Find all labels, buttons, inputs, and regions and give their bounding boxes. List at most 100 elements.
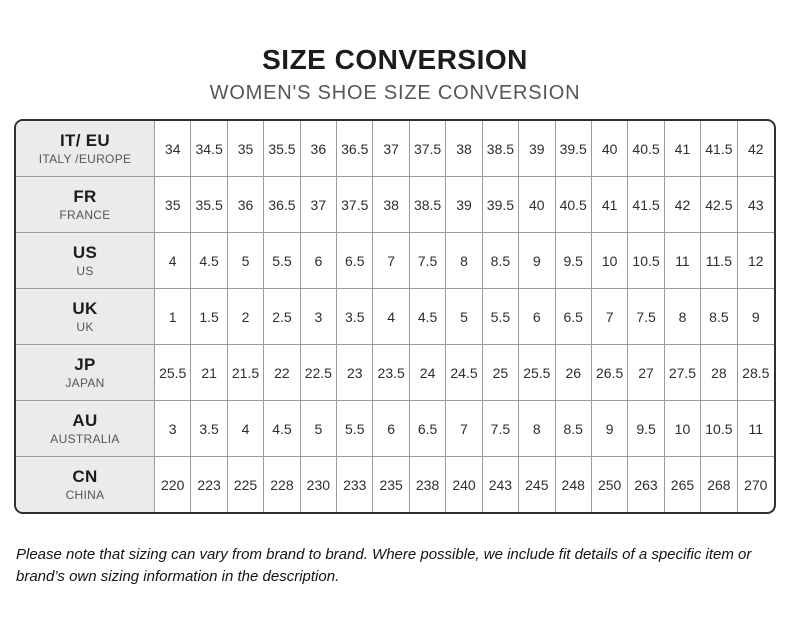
size-cell: 22 (264, 345, 301, 400)
size-cell: 28.5 (742, 364, 770, 381)
size-cell: 41.5 (701, 121, 738, 176)
size-cell: 233 (337, 457, 374, 512)
size-cell: 10.5 (701, 401, 738, 456)
size-cell: 42 (748, 140, 764, 157)
size-cell: 36 (228, 177, 265, 232)
size-cell: 265 (665, 457, 702, 512)
table-row: US US 4 4.5 5 5.5 6 6.5 7 7.5 8 8.5 9 9.5 10 10.5 11 11.5… (16, 233, 774, 289)
size-cell: 7 (446, 401, 483, 456)
sizing-footnote: Please note that sizing can vary from br… (16, 546, 752, 585)
size-cell: 9.5 (628, 401, 665, 456)
table-row: UK UK 1 1.5 2 2.5 3 3.5 4 4.5 5 5.5 6 6.5 7 7.5 8 8.5 9 (16, 289, 774, 345)
size-cell: 7.5 (483, 401, 520, 456)
size-cell: 4.5 (410, 289, 447, 344)
size-cell: 9.5 (556, 233, 592, 288)
size-cell: 3.5 (191, 401, 228, 456)
size-cell: 9 (751, 308, 760, 325)
size-cell: 4 (373, 289, 410, 344)
table-row: IT/ EU ITALY /EUROPE 34 34.5 35 35.5 36 36.5 37 3… (16, 121, 774, 177)
size-cell: 36 (301, 121, 338, 176)
size-cell: 39 (519, 121, 556, 176)
size-cell: 11.5 (701, 233, 738, 288)
size-cell: 9 (592, 401, 629, 456)
table-row: CN CHINA 220 223 225 228 230 233 235 238 240 243 245… (16, 457, 774, 512)
size-cell: 245 (519, 457, 556, 512)
size-cell: 8 (446, 233, 483, 288)
table-row: JP JAPAN 25.5 21 21.5 22 22.5 23 23.5 24 24.5 25 25.… (16, 345, 774, 401)
size-cell: 27 (628, 345, 665, 400)
size-cell: 223 (191, 457, 228, 512)
size-cell: 38.5 (483, 121, 520, 176)
size-cell: 21.5 (228, 345, 265, 400)
size-cell: 6.5 (337, 233, 374, 288)
size-cell: 8 (665, 289, 702, 344)
size-cell: 228 (264, 457, 301, 512)
size-cell: 42.5 (701, 177, 738, 232)
size-cell: 40.5 (628, 121, 665, 176)
size-cell: 25.5 (155, 345, 192, 400)
size-cell: 40 (519, 177, 556, 232)
size-cell: 25.5 (519, 345, 556, 400)
size-cell: 28 (701, 345, 738, 400)
size-cell: 3 (301, 289, 338, 344)
size-cell: 235 (373, 457, 410, 512)
size-cell: 8 (519, 401, 556, 456)
region-code: JP (74, 355, 96, 375)
region-name: ITALY /EUROPE (38, 151, 132, 166)
size-cell: 41.5 (628, 177, 665, 232)
region-name: US (76, 263, 94, 278)
region-label-cell: IT/ EU ITALY /EUROPE (16, 121, 155, 176)
size-cell: 36.5 (337, 121, 374, 176)
size-cell: 4.5 (264, 401, 301, 456)
region-code: CN (72, 467, 98, 487)
size-cell: 35.5 (264, 121, 301, 176)
size-cell: 225 (228, 457, 265, 512)
region-code: US (72, 243, 98, 263)
size-cell: 38 (373, 177, 410, 232)
size-cell: 36.5 (264, 177, 301, 232)
size-cell: 2.5 (264, 289, 301, 344)
region-label-cell: JP JAPAN (16, 345, 155, 400)
size-cell: 6 (519, 289, 556, 344)
size-cell: 39.5 (556, 121, 592, 176)
size-cell: 37 (301, 177, 338, 232)
size-cell: 40 (592, 121, 629, 176)
size-cell: 6.5 (410, 401, 447, 456)
size-cell: 220 (155, 457, 192, 512)
size-cell: 21 (191, 345, 228, 400)
region-label-cell: FR FRANCE (16, 177, 155, 232)
size-cell: 4 (228, 401, 265, 456)
size-cell: 24 (410, 345, 447, 400)
size-cell: 38.5 (410, 177, 447, 232)
size-cell: 41 (592, 177, 629, 232)
size-cell: 8.5 (701, 289, 738, 344)
size-cell: 248 (556, 457, 592, 512)
size-cell: 1.5 (191, 289, 228, 344)
page-subtitle: WOMEN'S SHOE SIZE CONVERSION (209, 82, 581, 104)
size-cell: 26.5 (592, 345, 629, 400)
region-code: UK (72, 299, 98, 319)
size-cell: 5 (301, 401, 338, 456)
size-cell: 6 (301, 233, 338, 288)
size-cell: 23 (337, 345, 374, 400)
region-name: UK (76, 319, 94, 334)
size-cell: 34.5 (191, 121, 228, 176)
size-cell: 34 (155, 121, 192, 176)
size-cell: 38 (446, 121, 483, 176)
size-cell: 240 (446, 457, 483, 512)
size-cell: 10.5 (628, 233, 665, 288)
size-cell: 7 (373, 233, 410, 288)
table-row: FR FRANCE 35 35.5 36 36.5 37 37.5 38 38.5 39 39.5 40… (16, 177, 774, 233)
size-cell: 5 (228, 233, 265, 288)
size-cell: 8.5 (556, 401, 592, 456)
region-name: AUSTRALIA (50, 431, 120, 446)
size-cell: 4 (155, 233, 192, 288)
size-cell: 37.5 (337, 177, 374, 232)
region-code: FR (73, 187, 97, 207)
size-cell: 23.5 (373, 345, 410, 400)
size-cell: 270 (744, 476, 768, 493)
size-conversion-table: IT/ EU ITALY /EUROPE 34 34.5 35 35.5 36 36.5 37 3… (14, 119, 776, 514)
size-cell: 41 (665, 121, 702, 176)
size-cell: 12 (748, 252, 764, 269)
